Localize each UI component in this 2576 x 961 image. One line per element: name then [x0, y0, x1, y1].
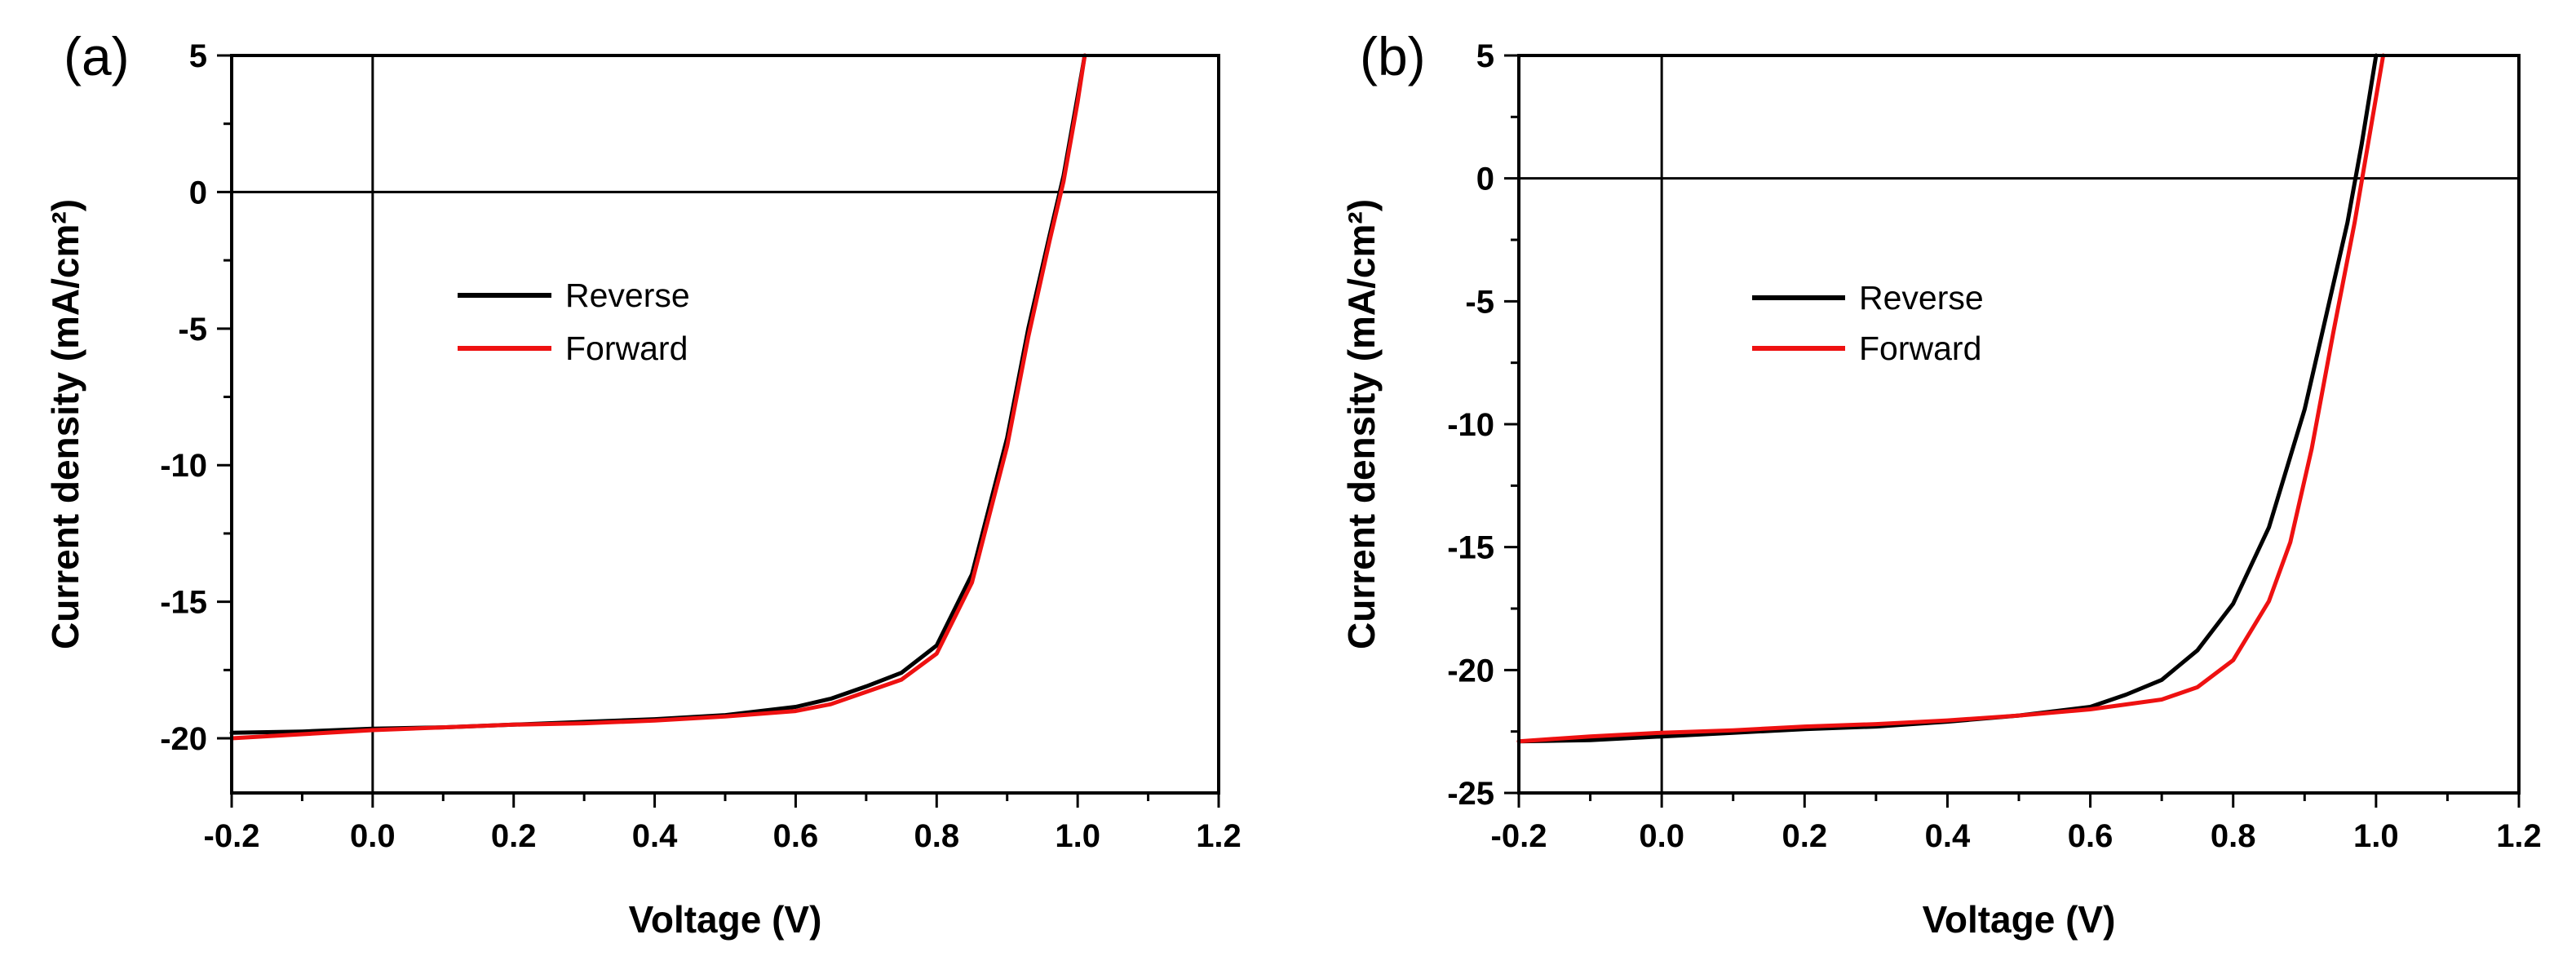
- panel-a-x-tick-label: 0.2: [491, 818, 537, 854]
- panel-b-x-tick-label: 0.0: [1639, 818, 1684, 854]
- panel-b-label: (b): [1360, 26, 1426, 86]
- panel-b-series-forward: [1516, 53, 2386, 744]
- panel-a-x-tick-label: 0.6: [773, 818, 819, 854]
- panel-a-y-tick-label: -20: [160, 721, 207, 757]
- panel-a-legend-forward-label: Forward: [565, 330, 688, 367]
- panel-a-x-tick-label: 0.8: [914, 818, 959, 854]
- panel-a-y-tick-label: -5: [178, 312, 207, 348]
- panel-b-x-tick-label: 0.8: [2211, 818, 2256, 854]
- panel-b-x-axis-title: Voltage (V): [1923, 898, 2116, 941]
- panel-a-x-tick-label: 0.0: [350, 818, 396, 854]
- panel-b-y-tick-label: -25: [1447, 776, 1494, 812]
- panel-b-chart: (b) -0.2 0.0 0.2 0.4 0.6 0.8 1.0 1.2 5 0 -5 -10 -15 -…: [1340, 26, 2542, 941]
- panel-b-x-tick-label: 1.0: [2353, 818, 2399, 854]
- panel-b-legend-forward-label: Forward: [1859, 330, 1981, 367]
- panel-b-y-axis-title: Current density (mA/cm²): [1340, 199, 1383, 649]
- panel-a-x-tick-label: 1.0: [1055, 818, 1100, 854]
- panel-b-y-tick-label: 0: [1476, 162, 1494, 197]
- panel-b-y-tick-label: 5: [1476, 38, 1494, 74]
- panel-a-y-axis-title: Current density (mA/cm²): [44, 199, 86, 649]
- panel-b-legend: Reverse Forward: [1752, 279, 1984, 367]
- panel-a-series-forward: [229, 53, 1087, 741]
- panel-a-legend-reverse-label: Reverse: [565, 277, 690, 314]
- panel-a-x-tick-label: -0.2: [204, 818, 260, 854]
- panel-a-plot-frame: [230, 54, 1220, 795]
- panel-b-x-tick-label: 1.2: [2496, 818, 2542, 854]
- panel-a-x-axis-title: Voltage (V): [629, 898, 822, 941]
- panel-b-series-reverse: [1516, 53, 2379, 744]
- panel-b-plot-frame: [1517, 54, 2521, 795]
- panel-b-y-tick-label: -20: [1447, 653, 1494, 689]
- panel-a-chart: (a) -0.2 0.0 0.2 0.4 0.6 0.8 1.0 1.2 5 0 -5 -10 -15 -…: [44, 26, 1242, 941]
- panel-b-x-tick-label: -0.2: [1491, 818, 1547, 854]
- panel-a-y-tick-label: -15: [160, 585, 207, 621]
- panel-a-series-reverse: [229, 53, 1087, 735]
- panel-b-legend-reverse-label: Reverse: [1859, 279, 1984, 317]
- panel-b-x-tick-label: 0.2: [1782, 818, 1827, 854]
- panel-a-legend: Reverse Forward: [458, 277, 690, 367]
- panel-a-y-tick-label: -10: [160, 448, 207, 484]
- panel-a-y-tick-label: 0: [189, 175, 207, 210]
- panel-b-y-tick-label: -15: [1447, 530, 1494, 566]
- panel-a-x-tick-label: 1.2: [1196, 818, 1242, 854]
- panel-a-y-tick-label: 5: [189, 38, 207, 74]
- panel-b-x-tick-label: 0.4: [1925, 818, 1971, 854]
- panel-b-y-tick-label: -10: [1447, 407, 1494, 443]
- panel-b-y-tick-label: -5: [1465, 284, 1494, 320]
- panel-a-x-tick-label: 0.4: [632, 818, 678, 854]
- panel-b-x-tick-label: 0.6: [2068, 818, 2113, 854]
- panel-a-label: (a): [64, 26, 130, 86]
